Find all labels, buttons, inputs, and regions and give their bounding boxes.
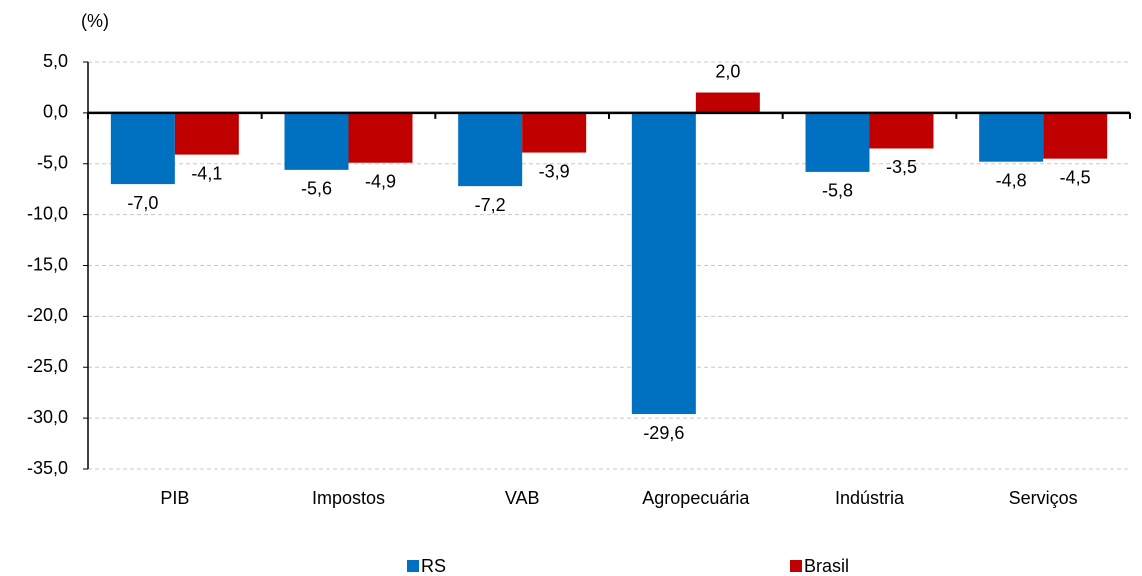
y-tick-label: -30,0 (27, 407, 68, 427)
x-tick-label: Impostos (312, 488, 385, 508)
bar (869, 112, 934, 149)
y-tick-label: -25,0 (27, 356, 68, 376)
value-label: -4,9 (365, 171, 396, 191)
legend-swatch (790, 560, 802, 572)
value-label: -29,6 (643, 423, 684, 443)
value-label: -5,6 (301, 179, 332, 199)
bar (522, 112, 587, 153)
value-label: -5,8 (822, 181, 853, 201)
y-tick-label: -5,0 (37, 153, 68, 173)
bar (458, 112, 523, 187)
x-tick-label: PIB (160, 488, 189, 508)
value-label: -3,5 (886, 157, 917, 177)
x-tick-label: Agropecuária (642, 488, 750, 508)
value-label: -7,0 (127, 193, 158, 213)
y-tick-label: -20,0 (27, 305, 68, 325)
x-tick-label: VAB (505, 488, 540, 508)
value-label: -4,1 (191, 163, 222, 183)
bar (284, 112, 349, 170)
y-tick-label: 0,0 (43, 102, 68, 122)
legend-label: RS (421, 556, 446, 576)
value-label: 2,0 (715, 61, 740, 81)
legend-swatch (407, 560, 419, 572)
value-label: -4,8 (996, 170, 1027, 190)
bar (805, 112, 870, 172)
bar (631, 112, 696, 415)
x-tick-label: Indústria (835, 488, 905, 508)
bar (110, 112, 175, 185)
y-tick-label: 5,0 (43, 51, 68, 71)
value-label: -3,9 (539, 161, 570, 181)
bar (1043, 112, 1108, 159)
value-label: -7,2 (475, 195, 506, 215)
y-tick-label: -10,0 (27, 203, 68, 223)
y-tick-label: -35,0 (27, 458, 68, 478)
y-axis-label: (%) (81, 11, 109, 31)
value-label: -4,5 (1060, 167, 1091, 187)
legend-label: Brasil (804, 556, 849, 576)
bar (695, 92, 760, 113)
bar (174, 112, 239, 155)
x-tick-label: Serviços (1009, 488, 1078, 508)
bar (348, 112, 413, 163)
bar (979, 112, 1044, 162)
y-tick-label: -15,0 (27, 254, 68, 274)
